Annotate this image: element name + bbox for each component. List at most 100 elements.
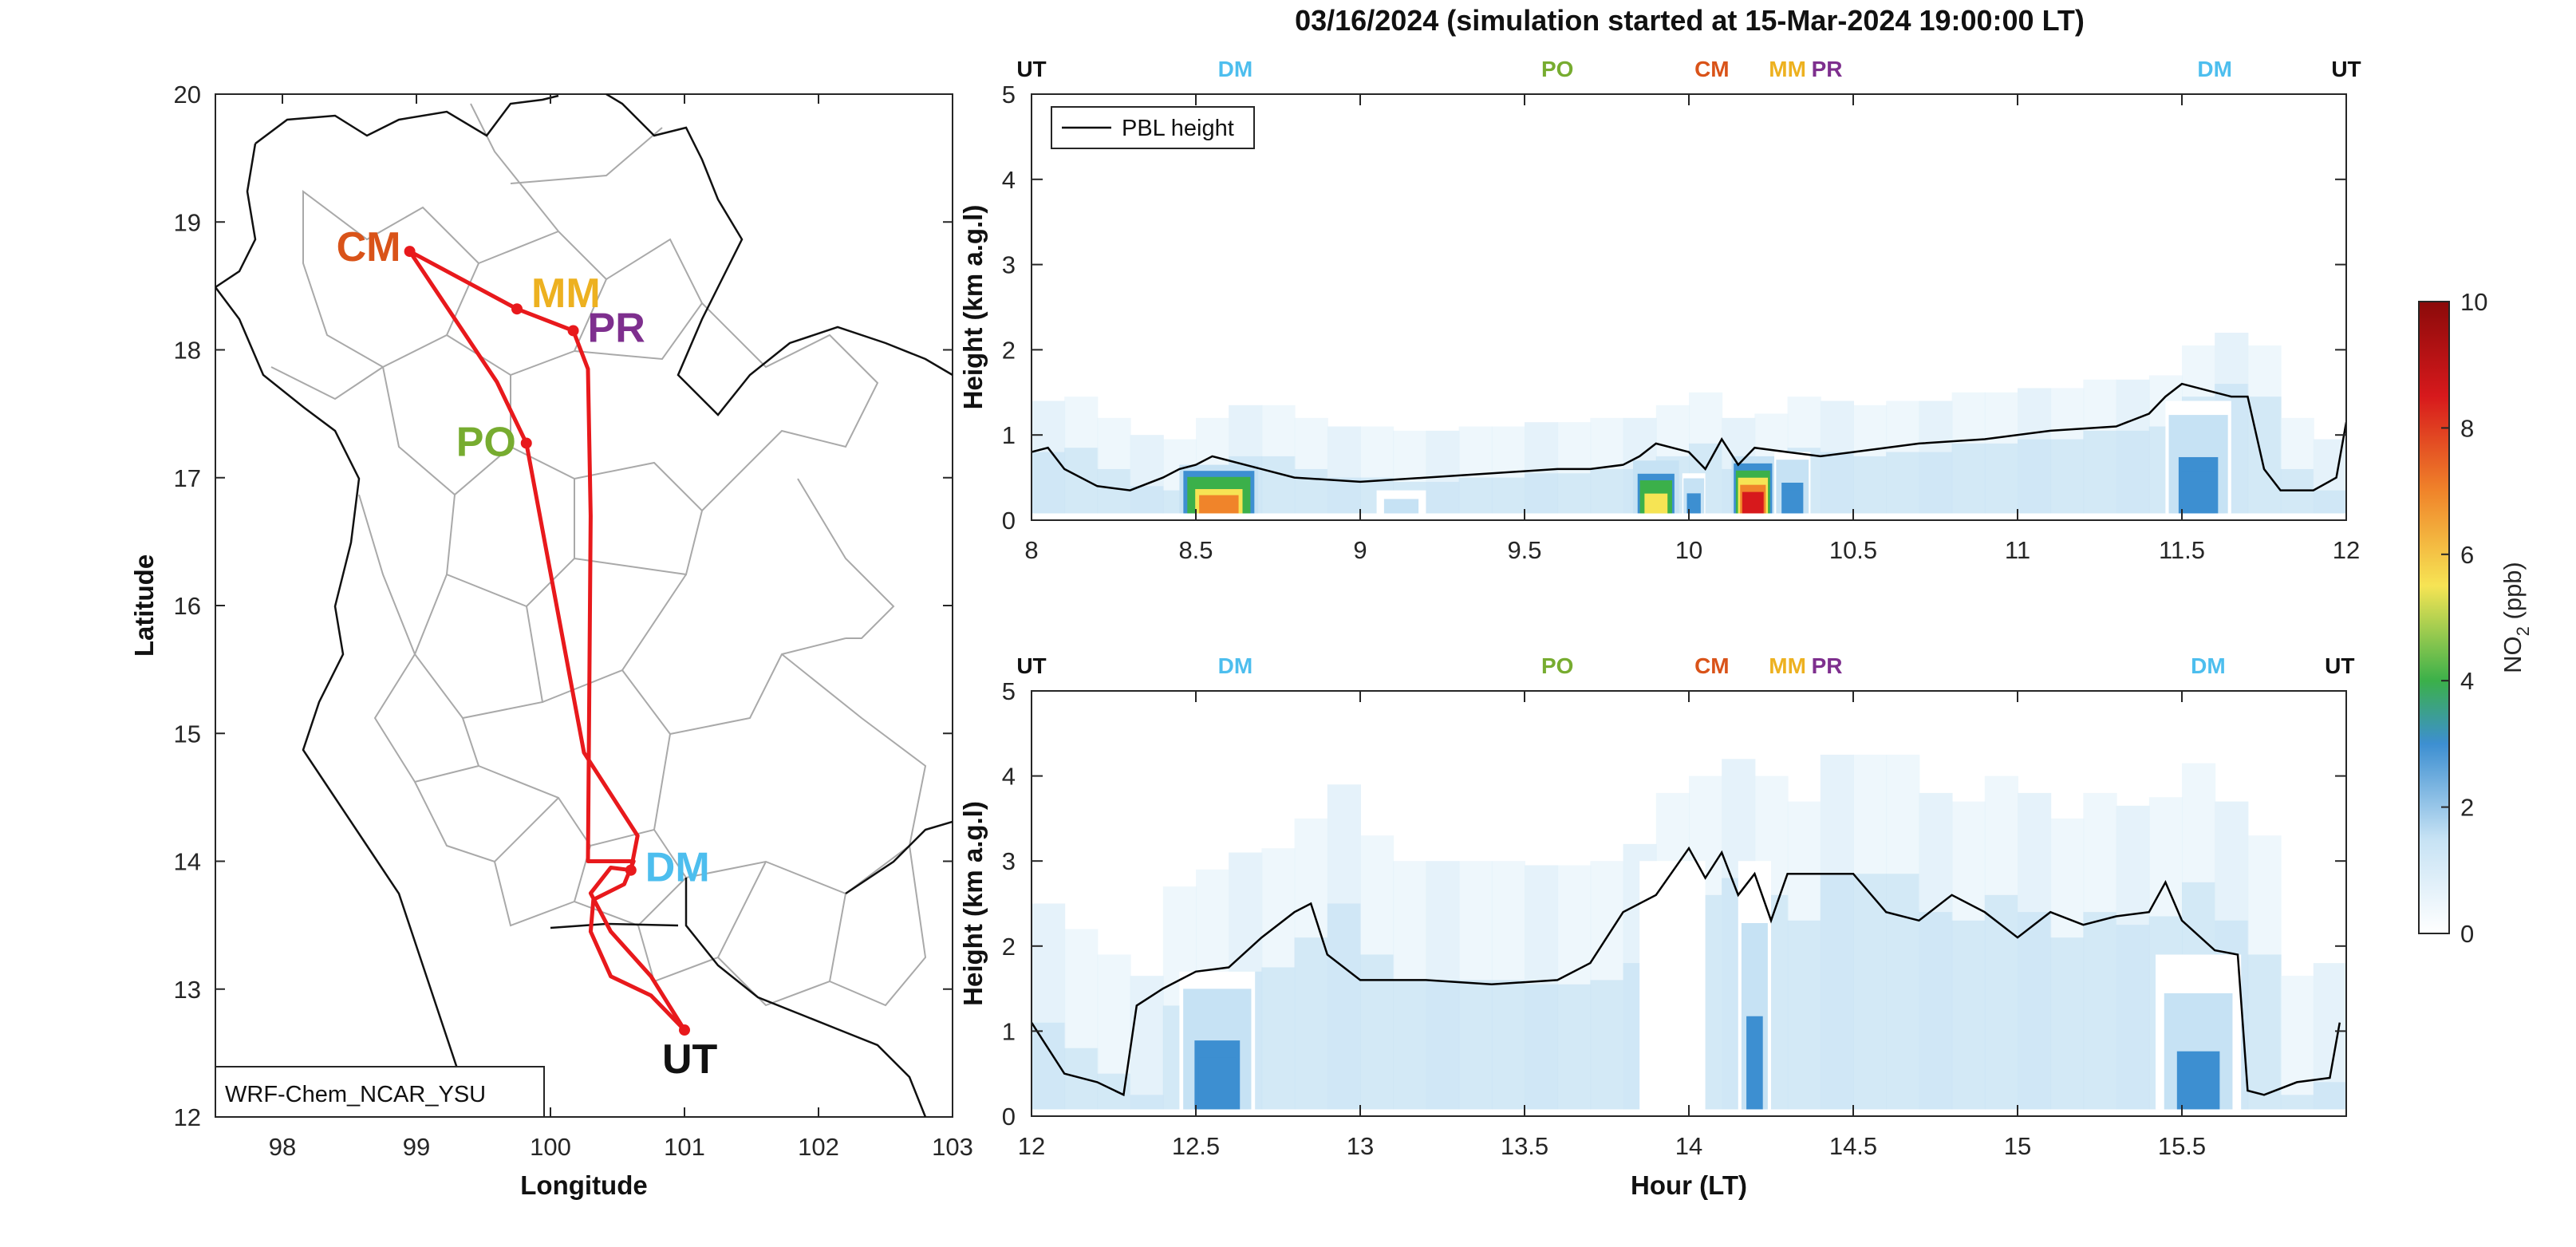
site-label-cm: CM — [337, 224, 401, 270]
y-tick-label: 4 — [1002, 166, 1016, 194]
map-y-tick-label: 19 — [174, 208, 201, 236]
no2-plume — [2176, 1051, 2220, 1110]
site-marker-dm: DM — [2191, 653, 2226, 678]
no2-cell — [1327, 903, 1361, 1110]
site-label-po: PO — [456, 419, 516, 465]
no2-plume — [2182, 471, 2215, 514]
map-y-tick-label: 14 — [174, 848, 201, 876]
y-axis-label: Height (km a.g.l) — [958, 801, 988, 1006]
site-dot-ut — [679, 1024, 690, 1036]
site-marker-ut: UT — [2325, 653, 2354, 678]
x-tick-label: 8.5 — [1178, 536, 1213, 564]
x-tick-label: 12 — [1018, 1132, 1045, 1160]
site-label-dm: DM — [645, 845, 710, 891]
site-marker-ut: UT — [2331, 57, 2361, 81]
site-marker-po: PO — [1541, 57, 1573, 81]
y-tick-label: 3 — [1002, 251, 1016, 279]
no2-cell — [1458, 477, 1493, 514]
no2-cell — [1064, 448, 1099, 514]
site-marker-ut: UT — [1016, 57, 1046, 81]
colorbar-tick-label: 6 — [2460, 541, 2474, 569]
no2-cell — [1458, 980, 1493, 1110]
x-tick-label: 12.5 — [1172, 1132, 1220, 1160]
no2-cell — [2018, 439, 2052, 514]
no2-cell — [1820, 874, 1854, 1110]
no2-cell — [2050, 937, 2085, 1110]
site-dot-cm — [404, 246, 416, 258]
site-marker-po: PO — [1541, 653, 1573, 678]
colorbar-tick-label: 10 — [2460, 288, 2487, 316]
x-tick-label: 10.5 — [1829, 536, 1877, 564]
no2-cell — [1557, 473, 1592, 514]
no2-plume — [1655, 1016, 1689, 1110]
colorbar-tick-label: 4 — [2460, 667, 2474, 695]
pbl-height-line — [1032, 846, 2341, 1097]
no2-cell — [1984, 443, 2018, 514]
province-boundaries — [270, 103, 927, 1007]
map-x-tick-label: 102 — [798, 1133, 839, 1161]
site-marker-dm: DM — [1218, 57, 1253, 81]
site-label-ut: UT — [662, 1036, 718, 1083]
map-x-tick-label: 100 — [530, 1133, 571, 1161]
no2-cell — [1590, 980, 1624, 1110]
map-panel: 98 99 100 101 102 103 12 13 14 15 16 17 18 19 20 Long… — [129, 81, 973, 1200]
colorbar: 0 2 4 6 8 10 NO2 (ppb) — [2418, 288, 2533, 948]
no2-plume — [1687, 498, 1700, 514]
no2-plume — [1199, 495, 1239, 514]
no2-cell — [2313, 1082, 2346, 1110]
x-tick-label: 15.5 — [2158, 1132, 2206, 1160]
no2-plume — [1198, 1057, 1237, 1110]
site-marker-mm: MM — [1769, 653, 1806, 678]
y-tick-label: 2 — [1002, 933, 1016, 961]
x-tick-label: 12 — [2333, 536, 2360, 564]
colorbar-ticks: 0 2 4 6 8 10 — [2441, 288, 2487, 948]
y-tick-label: 5 — [1002, 81, 1016, 109]
no2-cell — [1261, 456, 1296, 514]
no2-cell — [2116, 430, 2150, 514]
no2-plume — [1783, 490, 1802, 514]
no2-cell — [1853, 874, 1888, 1110]
site-label-pr: PR — [588, 305, 645, 351]
y-tick-label: 4 — [1002, 763, 1016, 791]
y-tick-label: 1 — [1002, 421, 1016, 449]
y-tick-label: 0 — [1002, 507, 1016, 535]
x-tick-label: 11 — [2005, 536, 2030, 564]
no2-cell — [1261, 967, 1296, 1110]
no2-cell — [1787, 920, 1821, 1110]
site-dot-dm — [625, 864, 637, 876]
site-dot-po — [520, 437, 532, 449]
no2-cell — [1327, 477, 1361, 514]
no2-cell — [1557, 984, 1592, 1110]
map-x-ticks: 98 99 100 101 102 103 — [269, 94, 973, 1161]
map-y-tick-label: 18 — [174, 337, 201, 365]
map-y-tick-label: 17 — [174, 464, 201, 492]
no2-cell — [2083, 430, 2117, 514]
no2-cell — [1590, 468, 1624, 514]
no2-cell — [1951, 443, 1986, 514]
colorbar-label: NO2 (ppb) — [2499, 562, 2533, 673]
no2-plume — [1742, 491, 1764, 514]
no2-cell — [1820, 452, 1854, 514]
map-y-tick-label: 15 — [174, 720, 201, 748]
map-y-tick-label: 16 — [174, 592, 201, 620]
no2-cell — [2116, 925, 2150, 1110]
site-dot-pr — [567, 325, 579, 337]
x-tick-label: 11.5 — [2159, 536, 2205, 564]
no2-cell — [2280, 1095, 2314, 1110]
no2-cell — [1886, 452, 1920, 514]
map-y-tick-label: 12 — [174, 1103, 201, 1131]
no2-cell — [1426, 980, 1460, 1110]
colorbar-tick-label: 0 — [2460, 920, 2474, 948]
no2-cell — [1919, 912, 1953, 1110]
x-tick-label: 13 — [1347, 1132, 1374, 1160]
map-y-tick-label: 20 — [174, 81, 201, 109]
map-x-tick-label: 98 — [269, 1133, 296, 1161]
no2-cell — [1426, 481, 1460, 514]
no2-plume — [1746, 1016, 1763, 1110]
no2-cell — [1032, 452, 1066, 514]
no2-cell — [1919, 452, 1953, 514]
no2-cell — [2313, 490, 2346, 514]
no2-cell — [1491, 477, 1525, 514]
y-tick-label: 3 — [1002, 847, 1016, 875]
